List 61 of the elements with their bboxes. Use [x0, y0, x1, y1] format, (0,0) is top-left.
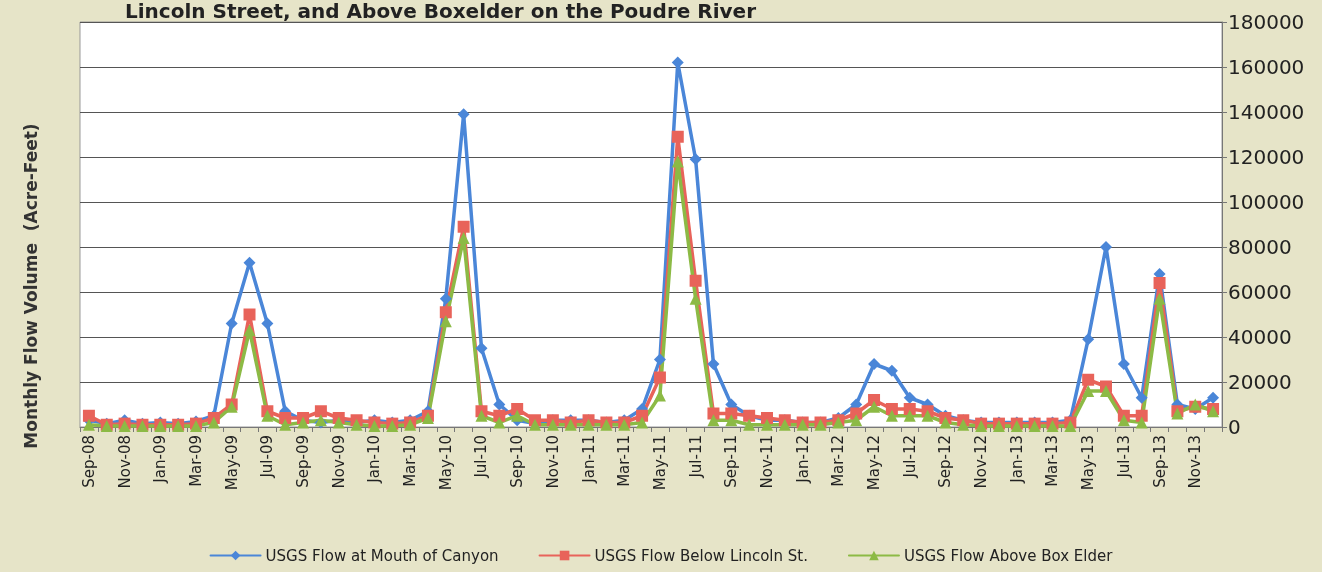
point	[653, 353, 666, 366]
chart-title: Lincoln Street, and Above Boxelder on the Poudre River	[125, 0, 757, 23]
x-tick-label: Jul-11	[686, 435, 705, 479]
point	[475, 342, 488, 355]
x-tick-label: Nov-11	[757, 435, 776, 489]
y-tick-label: 140000	[1228, 100, 1305, 124]
x-tick-label: Nov-13	[1186, 435, 1205, 489]
x-tick-label: Mar-13	[1043, 435, 1062, 487]
point	[1117, 358, 1130, 370]
y-tick-label: 40000	[1228, 325, 1292, 349]
y-tick-label: 160000	[1228, 55, 1305, 79]
point	[439, 292, 452, 305]
x-tick-label: Sep-10	[508, 435, 527, 488]
y-tick-label: 0	[1228, 415, 1241, 439]
point	[885, 364, 898, 377]
point	[707, 358, 720, 370]
point	[868, 358, 881, 370]
x-tick-label: Sep-09	[294, 435, 313, 488]
y-tick-label: 80000	[1228, 235, 1292, 259]
x-tick-label: Sep-13	[1150, 435, 1169, 488]
x-tick-label: Nov-12	[972, 435, 991, 489]
y-tick-label: 60000	[1228, 280, 1292, 304]
x-tick-label: Jan-12	[793, 435, 812, 484]
x-tick-label: Sep-12	[936, 435, 955, 488]
x-tick-label: May-12	[865, 435, 884, 491]
x-tick-label: Jul-10	[472, 435, 491, 479]
x-tick-label: May-10	[436, 435, 455, 491]
x-tick-label: Sep-11	[722, 435, 741, 488]
point	[689, 153, 702, 166]
point	[1207, 391, 1220, 404]
x-tick-label: Nov-10	[543, 435, 562, 489]
legend-label: USGS Flow Below Lincoln St.	[594, 546, 808, 565]
point	[1082, 333, 1095, 346]
x-tick-label: Mar-10	[401, 435, 420, 487]
x-tick-label: Sep-08	[79, 435, 98, 488]
y-tick-label: 20000	[1228, 370, 1292, 394]
y-axis-title: Monthly Flow Volume (Acre-Feet)	[20, 123, 41, 449]
x-tick-label: Mar-11	[615, 435, 634, 487]
x-tick-label: Jan-09	[151, 435, 170, 484]
point	[493, 398, 506, 411]
legend-label: USGS Flow at Mouth of Canyon	[265, 546, 499, 565]
x-tick-label: May-09	[222, 435, 241, 491]
x-tick-label: Jan-11	[579, 435, 598, 484]
y-tick-label: 100000	[1228, 190, 1305, 214]
x-tick-label: Nov-09	[329, 435, 348, 489]
x-tick-label: Jul-09	[258, 435, 277, 479]
legend-label: USGS Flow Above Box Elder	[903, 546, 1114, 565]
x-tick-label: Jul-12	[900, 435, 919, 479]
x-tick-label: Nov-08	[115, 435, 134, 489]
x-tick-label: May-13	[1079, 435, 1098, 491]
x-tick-label: Jan-10	[365, 435, 384, 484]
point	[261, 317, 274, 330]
x-tick-label: May-11	[650, 435, 669, 491]
x-tick-label: Jul-13	[1114, 435, 1133, 479]
y-tick-label: 180000	[1228, 10, 1305, 34]
point	[225, 317, 238, 330]
point	[903, 391, 916, 404]
y-tick-label: 120000	[1228, 145, 1305, 169]
x-tick-label: Mar-12	[829, 435, 848, 487]
x-tick-label: Mar-09	[186, 435, 205, 487]
x-tick-label: Jan-13	[1007, 435, 1026, 484]
